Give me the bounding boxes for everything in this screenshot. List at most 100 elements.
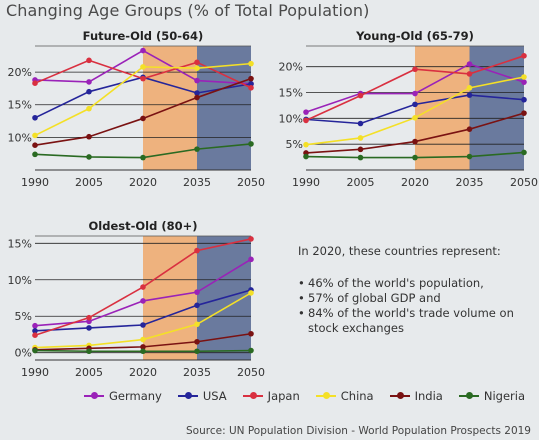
y-tick-label: 10% [8,131,32,144]
data-point-japan [412,66,418,73]
data-point-germany [32,322,38,329]
data-point-india [521,110,527,116]
x-tick-label: 1990 [21,366,49,379]
data-point-china [32,132,38,139]
y-tick-label: 0% [15,347,32,360]
legend-item-usa: USA [177,389,227,403]
data-point-china [466,85,473,91]
data-point-usa [357,120,364,127]
legend: Germany USA Japan China India Nigeria [84,389,525,403]
legend-label: Japan [267,389,300,403]
panel-title: Oldest-Old (80+) [89,219,198,233]
panel-title: Future-Old (50-64) [83,29,204,43]
data-point-germany [140,47,146,54]
legend-item-china: China [315,389,374,403]
data-point-usa [86,325,92,331]
data-point-japan [303,117,309,124]
source-note: Source: UN Population Division - World P… [186,425,531,437]
data-point-usa [140,322,146,328]
legend-item-japan: Japan [242,389,300,403]
data-point-china [194,321,200,328]
data-point-germany [140,298,146,304]
y-tick-label: 15% [8,99,32,112]
data-point-india [248,330,254,337]
data-point-germany [412,90,418,97]
data-point-india [194,94,200,101]
data-point-usa [521,96,527,103]
x-tick-label: 2005 [75,366,103,379]
data-point-nigeria [466,153,473,160]
legend-item-nigeria: Nigeria [458,389,525,403]
data-point-nigeria [86,154,92,160]
data-point-china [194,65,200,71]
info-bullet: 46% of the world's population, [298,276,534,291]
x-tick-label: 2005 [75,176,103,189]
data-point-china [521,74,527,80]
data-point-japan [86,57,92,64]
legend-label: India [414,389,443,403]
data-point-germany [466,61,473,67]
data-point-germany [194,77,200,84]
data-point-china [86,105,92,112]
data-point-germany [86,79,92,85]
chart-oldest-old: 0% 5% 10% 15% 1990 2005 2020 2035 2050 Oldest-Old… [8,219,265,379]
data-point-usa [248,81,254,87]
legend-label: Germany [109,389,162,403]
data-point-germany [194,289,200,295]
data-point-japan [466,71,473,77]
info-bullet: 57% of global GDP and [298,291,534,306]
x-tick-label: 2035 [183,366,211,379]
y-tick-label: 15% [279,87,303,100]
data-point-india [194,338,200,345]
data-point-nigeria [194,348,200,355]
legend-swatch [315,392,336,399]
data-point-china [248,290,254,296]
data-point-japan [194,247,200,254]
data-point-nigeria [140,348,146,355]
data-point-nigeria [412,154,418,161]
data-point-india [32,142,38,148]
data-point-japan [32,332,38,338]
legend-label: Nigeria [483,389,525,403]
data-point-china [140,336,146,343]
data-point-nigeria [521,149,527,156]
data-point-japan [248,236,254,242]
data-point-india [412,138,418,145]
data-point-japan [194,59,200,66]
legend-label: China [340,389,374,403]
data-point-japan [140,75,146,82]
data-point-usa [466,92,473,98]
data-point-japan [140,284,146,290]
data-point-nigeria [357,154,364,161]
panel-title: Young-Old (65-79) [355,29,474,43]
projection-band-2020-2035 [415,46,470,170]
data-point-japan [248,84,254,91]
y-tick-label: 5% [286,138,303,151]
x-tick-label: 2050 [237,176,265,189]
x-tick-label: 2020 [401,176,429,189]
info-bullet: 84% of the world's trade volume on stock… [298,306,534,336]
y-tick-label: 10% [8,274,32,287]
data-point-usa [194,302,200,309]
data-point-india [86,133,92,140]
x-tick-label: 2050 [510,176,538,189]
legend-swatch [458,392,479,399]
data-point-usa [412,101,418,108]
data-point-japan [86,314,92,321]
x-tick-label: 2020 [129,176,157,189]
data-point-india [140,115,146,122]
chart-young-old: 5% 10% 15% 20% 1990 2005 2020 2035 2050 Young-Old… [279,29,538,189]
data-point-china [140,64,146,70]
y-tick-label: 10% [279,112,303,125]
data-point-japan [32,80,38,86]
data-point-usa [32,114,38,121]
legend-item-germany: Germany [84,389,162,403]
x-tick-label: 1990 [292,176,320,189]
x-tick-label: 1990 [21,176,49,189]
data-point-nigeria [248,141,254,147]
data-point-usa [86,88,92,95]
data-point-japan [357,92,364,99]
data-point-japan [521,53,527,59]
data-point-nigeria [303,153,309,160]
x-tick-label: 2035 [456,176,484,189]
